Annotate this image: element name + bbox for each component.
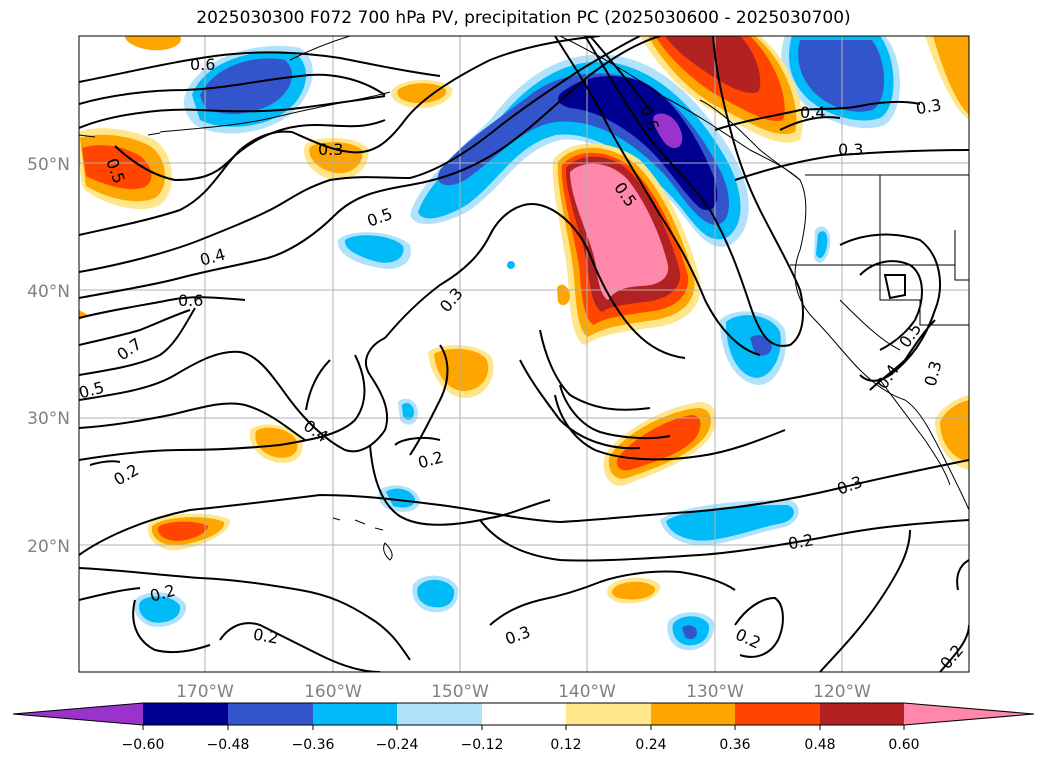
contour-label: 0.2 (733, 625, 764, 653)
lat-label: 20°N (27, 537, 70, 557)
colorbar-segment (228, 703, 313, 725)
colorbar-tick-label: −0.48 (207, 737, 250, 753)
lon-labels: 170°W 160°W 150°W 140°W 130°W 120°W (176, 682, 871, 702)
contour-label: 0.5 (364, 204, 394, 231)
contour-label: 0.3 (502, 622, 532, 649)
contour-label: 0.4 (198, 245, 228, 270)
colorbar-tick-label: 0.24 (635, 737, 666, 753)
map-title: 2025030300 F072 700 hPa PV, precipitatio… (196, 8, 851, 28)
contour-label: 0.7 (113, 334, 145, 364)
colorbar-tick-label: 0.48 (804, 737, 835, 753)
colorbar-tick-label: −0.24 (376, 737, 419, 753)
coastlines (79, 36, 969, 561)
lon-label: 120°W (813, 682, 871, 702)
contour-label: 0.3 (838, 140, 863, 159)
lon-label: 150°W (431, 682, 489, 702)
colorbar-segment (313, 703, 397, 725)
contour-label: 0.3 (318, 140, 343, 159)
contour-label: 0.2 (110, 460, 142, 489)
colorbar-tick-label: −0.36 (292, 737, 335, 753)
lat-label: 40°N (27, 282, 70, 302)
lon-label: 160°W (304, 682, 362, 702)
colorbar-segment (820, 703, 904, 725)
colorbar-tick-label: 0.60 (888, 737, 919, 753)
contour-label: 0.6 (178, 291, 203, 310)
colorbar-tick-label: −0.12 (461, 737, 504, 753)
shade-area (750, 335, 772, 356)
colorbar-segment (397, 703, 482, 725)
shade-area (402, 403, 414, 420)
colorbar: −0.60 −0.48 −0.36 −0.24 −0.12 0.12 0.24 … (12, 702, 1035, 753)
shade-area (157, 521, 208, 541)
shade-area (558, 75, 718, 211)
map-frame (78, 35, 970, 673)
colorbar-segment (482, 703, 566, 725)
shade-area (557, 284, 570, 306)
contour-label: 0.3 (921, 359, 946, 389)
pv-contours (79, 36, 969, 672)
shade-area (309, 142, 363, 174)
shade-area (653, 113, 683, 149)
shade-area (682, 625, 697, 640)
contour-label: 0.2 (416, 447, 446, 472)
shade-area (798, 40, 884, 112)
shade-area (570, 163, 669, 300)
colorbar-extend-high (904, 703, 1034, 725)
lon-label: 170°W (176, 682, 234, 702)
colorbar-tick-label: −0.60 (122, 737, 165, 753)
shade-area (255, 427, 298, 458)
shade-area (386, 488, 415, 508)
shade-area (665, 36, 761, 93)
shade-area (666, 505, 794, 541)
shade-area (612, 581, 656, 600)
shade-area (344, 235, 404, 263)
lon-label: 130°W (686, 682, 744, 702)
shade-area (417, 579, 455, 608)
shade-area (82, 145, 152, 190)
colorbar-segment (735, 703, 820, 725)
contour-label: 0.4 (800, 103, 825, 122)
contour-label: 0.5 (895, 319, 925, 351)
shade-area (125, 36, 181, 51)
contour-label: 0.6 (190, 55, 215, 74)
shade-area (940, 400, 969, 462)
shade-area (616, 415, 701, 471)
shade-area (397, 83, 447, 104)
shade-area (200, 58, 293, 114)
lat-label: 30°N (27, 409, 70, 429)
contour-label: 0.3 (914, 95, 942, 118)
lat-label: 50°N (27, 155, 70, 175)
shade-area (933, 36, 969, 115)
contour-label: 0.3 (834, 472, 864, 499)
shade-area (816, 231, 828, 259)
contour-label: 0.5 (77, 378, 107, 403)
contour-label: 0.3 (436, 284, 467, 316)
colorbar-segment (143, 703, 228, 725)
colorbar-extend-low (13, 703, 143, 725)
colorbar-tick-label: 0.12 (550, 737, 581, 753)
colorbar-segment (651, 703, 735, 725)
precip-shading (79, 36, 969, 651)
shade-area (507, 261, 515, 269)
shade-area (139, 596, 181, 623)
lat-labels: 50°N 40°N 30°N 20°N (27, 155, 70, 557)
contour-label: 0.2 (787, 530, 815, 553)
colorbar-segment (566, 703, 651, 725)
contour-label: 0.4 (300, 416, 332, 446)
colorbar-tick-label: 0.36 (719, 737, 750, 753)
contour-label: 0.2 (252, 625, 280, 648)
lon-label: 140°W (558, 682, 616, 702)
